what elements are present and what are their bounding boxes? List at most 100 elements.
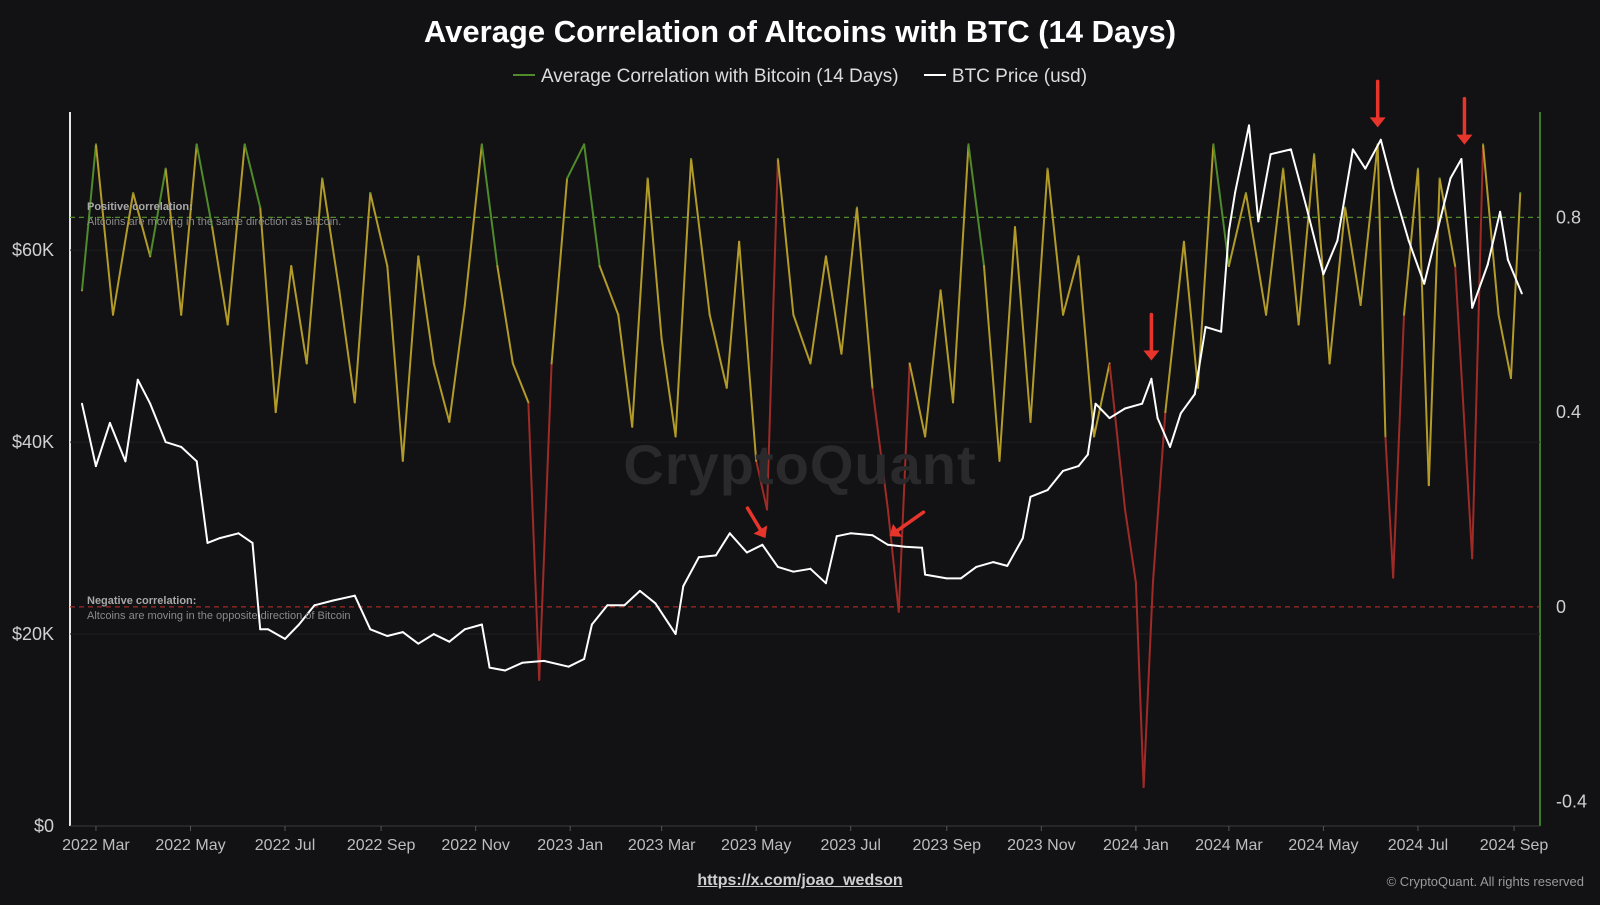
correlation-point <box>1403 313 1405 316</box>
correlation-point <box>480 143 483 146</box>
btc-price-point <box>1364 167 1367 170</box>
correlation-line-segment <box>338 289 356 404</box>
btc-price-point <box>1520 292 1523 295</box>
btc-price-point <box>353 594 356 597</box>
x-tick-label: 2023 May <box>721 837 791 854</box>
correlation-line-segment <box>776 157 795 316</box>
correlation-point <box>369 192 372 194</box>
btc-price-point <box>1108 417 1111 420</box>
btc-price-point <box>206 541 209 544</box>
btc-price-point <box>313 604 316 607</box>
left-tick-label: $0 <box>34 816 54 836</box>
correlation-line-segment <box>908 362 927 438</box>
correlation-line-segment <box>1244 192 1268 316</box>
correlation-line-segment <box>432 362 451 423</box>
correlation-point <box>708 313 711 316</box>
correlation-point <box>1134 581 1137 584</box>
correlation-line-segment <box>132 192 152 258</box>
correlation-line-segment <box>94 143 114 316</box>
correlation-point <box>1344 206 1347 209</box>
x-tick-label: 2022 Mar <box>62 837 130 854</box>
btc-price-point <box>180 445 183 448</box>
correlation-line-segment <box>1282 167 1300 326</box>
correlation-point <box>1227 265 1230 267</box>
btc-price-point <box>871 534 874 537</box>
correlation-point <box>95 143 97 146</box>
legend-item-btc-price[interactable]: BTC Price (usd) <box>923 66 1088 88</box>
btc-price-point <box>1150 377 1153 380</box>
negative-correlation-note: Negative correlation: Altcoins are movin… <box>87 594 351 624</box>
correlation-line-segment <box>840 206 858 355</box>
correlation-line-segment <box>939 289 955 404</box>
correlation-point <box>1454 265 1457 267</box>
btc-price-point <box>1156 417 1159 420</box>
btc-price-point <box>504 669 507 672</box>
correlation-point <box>132 192 135 194</box>
correlation-line-segment <box>598 265 620 316</box>
correlation-line-segment <box>1014 226 1032 423</box>
correlation-point <box>631 425 634 428</box>
correlation-point <box>674 435 677 438</box>
correlation-point <box>583 143 586 146</box>
correlation-line-segment <box>290 265 308 365</box>
right-tick-label: 0.4 <box>1556 402 1581 422</box>
correlation-line-segment <box>463 143 483 307</box>
correlation-point <box>550 362 553 365</box>
x-tick-label: 2024 Sep <box>1480 837 1549 854</box>
btc-price-point <box>369 628 372 631</box>
btc-price-point <box>1289 148 1292 151</box>
correlation-point <box>983 265 985 267</box>
correlation-point <box>1196 386 1199 389</box>
correlation-point <box>725 386 728 389</box>
correlation-point <box>1519 192 1522 194</box>
correlation-point <box>924 435 927 438</box>
correlation-point <box>274 411 277 414</box>
btc-price-point <box>1227 229 1230 232</box>
source-link[interactable]: https://x.com/joao_wedson <box>697 872 903 889</box>
correlation-line-segment <box>998 226 1017 462</box>
correlation-line-segment <box>1196 143 1215 389</box>
x-tick-label: 2024 Jan <box>1103 837 1169 854</box>
correlation-line-segment <box>1344 206 1362 307</box>
btc-price-point <box>237 532 240 535</box>
left-tick-label: $60K <box>12 240 54 260</box>
btc-price-point <box>259 628 262 631</box>
correlation-line-segment <box>967 143 986 268</box>
btc-price-point <box>1193 393 1196 396</box>
correlation-point <box>1046 167 1049 170</box>
x-tick-label: 2022 Jul <box>255 837 316 854</box>
correlation-line-segment <box>1227 192 1247 268</box>
correlation-point <box>1164 411 1167 414</box>
correlation-line-segment <box>81 143 97 292</box>
btc-price-point <box>136 378 139 381</box>
correlation-line-segment <box>855 206 874 389</box>
correlation-line-segment <box>1359 143 1379 307</box>
btc-price-point <box>164 441 167 444</box>
legend-label-btc-price: BTC Price (usd) <box>951 66 1088 87</box>
correlation-point <box>1108 362 1111 365</box>
btc-price-point <box>266 628 269 631</box>
correlation-point <box>180 313 183 316</box>
x-tick-label: 2023 Jan <box>537 837 603 854</box>
btc-price-point <box>1486 263 1489 266</box>
btc-price-point <box>1094 402 1097 405</box>
right-tick-label: -0.4 <box>1556 792 1587 812</box>
legend-item-correlation[interactable]: Average Correlation with Bitcoin (14 Day… <box>512 66 899 88</box>
correlation-point <box>1313 153 1316 155</box>
correlation-line-segment <box>1454 265 1474 560</box>
correlation-line-segment <box>111 192 135 316</box>
btc-price-point <box>1257 220 1260 223</box>
btc-price-point <box>1460 157 1463 160</box>
correlation-point <box>305 362 308 365</box>
correlation-point <box>81 289 83 292</box>
legend-swatch-btc-price <box>923 73 946 76</box>
btc-price-point <box>1248 124 1251 127</box>
correlation-point <box>401 459 404 462</box>
correlation-line-segment <box>824 255 843 355</box>
btc-price-point <box>1021 537 1024 540</box>
btc-price-point <box>108 421 111 424</box>
correlation-line-segment <box>983 265 1001 462</box>
correlation-point <box>776 158 779 160</box>
correlation-point <box>211 226 214 229</box>
